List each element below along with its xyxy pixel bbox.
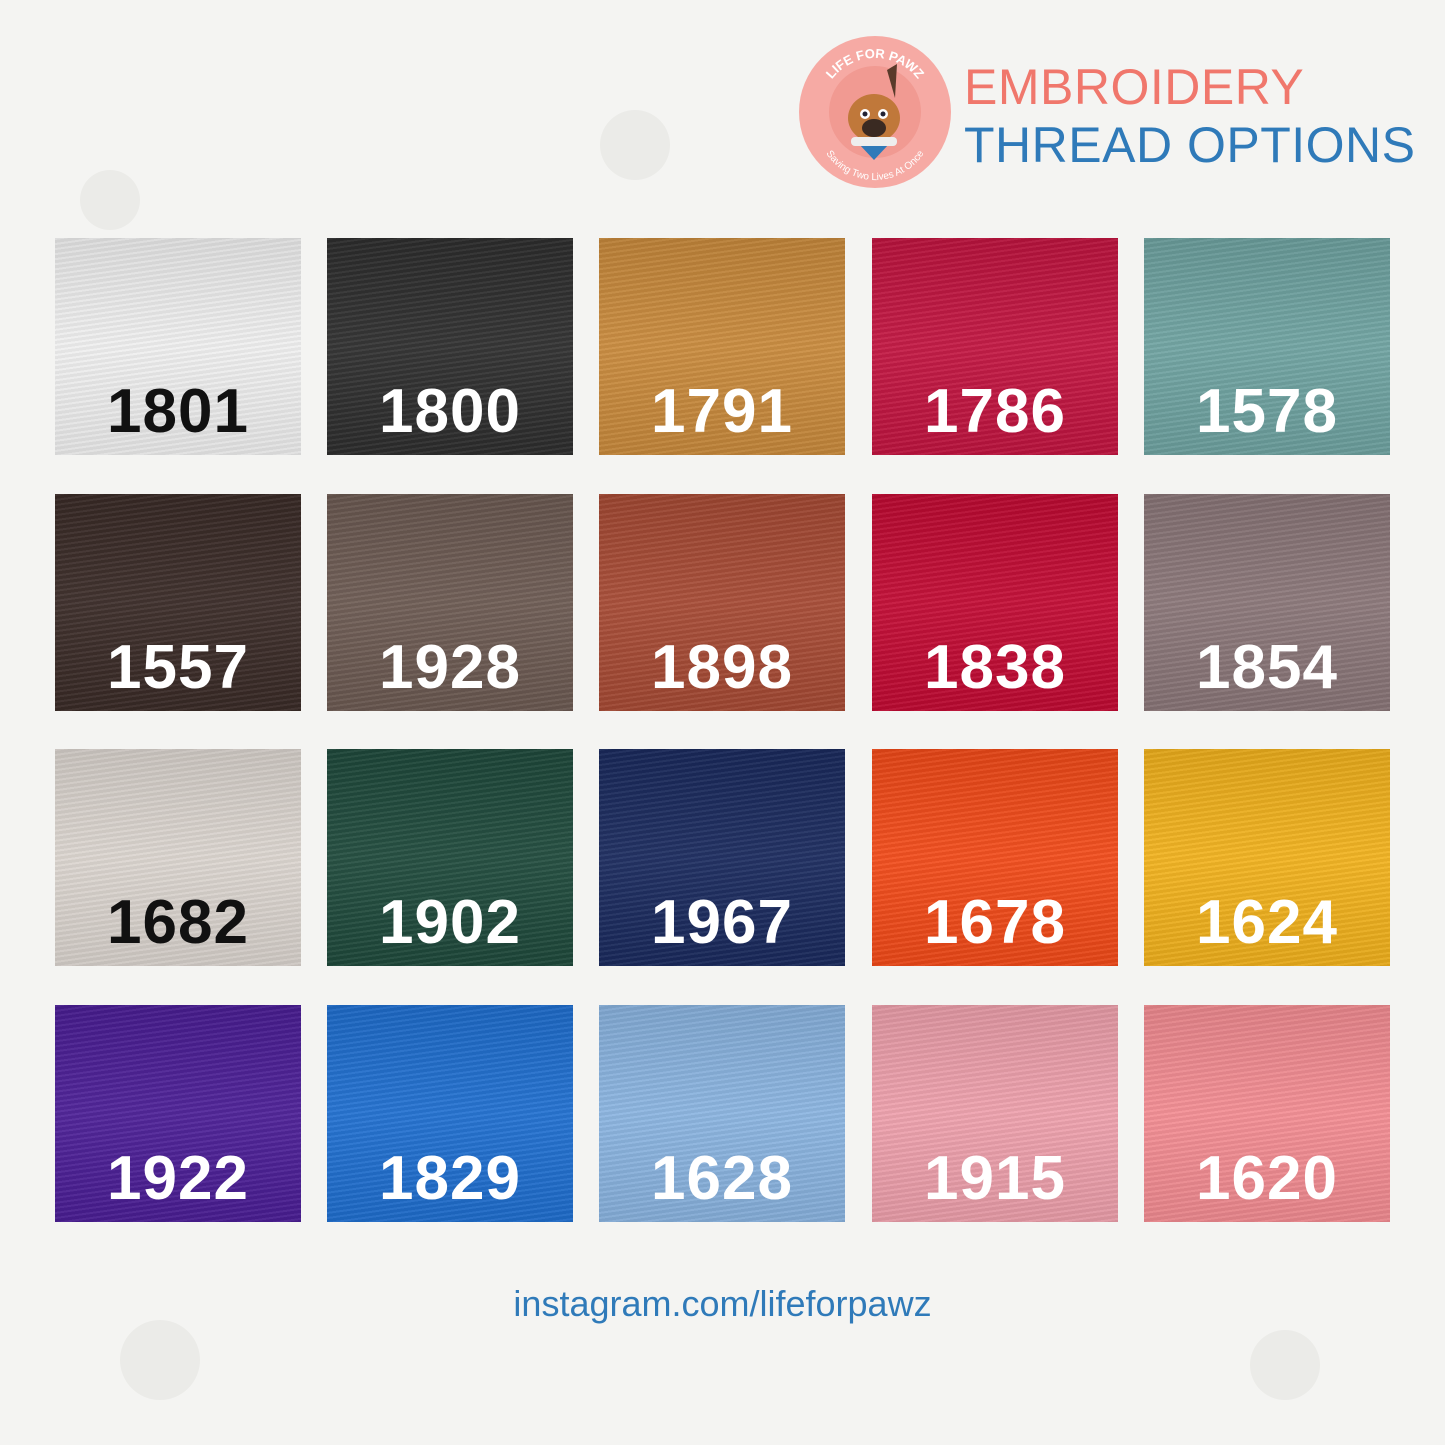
thread-shading <box>327 1005 573 1222</box>
thread-swatch-1838: 1838 <box>872 494 1118 711</box>
thread-code: 1928 <box>379 633 521 702</box>
thread-texture <box>327 494 573 711</box>
thread-swatch-1791: 1791 <box>599 238 845 455</box>
thread-shading <box>55 1005 301 1222</box>
thread-texture <box>1144 749 1390 966</box>
thread-code: 1915 <box>924 1144 1066 1213</box>
thread-shading <box>1144 749 1390 966</box>
thread-swatch-1786: 1786 <box>872 238 1118 455</box>
thread-swatch-1829: 1829 <box>327 1005 573 1222</box>
thread-code: 1800 <box>379 377 521 446</box>
thread-shading <box>872 749 1118 966</box>
thread-swatch-1967: 1967 <box>599 749 845 966</box>
thread-swatch-1624: 1624 <box>1144 749 1390 966</box>
thread-code: 1620 <box>1196 1144 1338 1213</box>
thread-shading <box>327 494 573 711</box>
thread-texture <box>55 238 301 455</box>
thread-shading <box>1144 494 1390 711</box>
thread-swatch-1620: 1620 <box>1144 1005 1390 1222</box>
thread-swatch-1854: 1854 <box>1144 494 1390 711</box>
thread-code: 1902 <box>379 888 521 957</box>
thread-texture <box>872 238 1118 455</box>
thread-swatch-1902: 1902 <box>327 749 573 966</box>
thread-swatch-1801: 1801 <box>55 238 301 455</box>
thread-code: 1838 <box>924 633 1066 702</box>
thread-swatch-1922: 1922 <box>55 1005 301 1222</box>
thread-texture <box>327 238 573 455</box>
thread-shading <box>599 749 845 966</box>
thread-shading <box>1144 1005 1390 1222</box>
thread-shading <box>599 238 845 455</box>
thread-shading <box>599 1005 845 1222</box>
thread-code: 1967 <box>651 888 793 957</box>
thread-shading <box>327 749 573 966</box>
thread-code: 1624 <box>1196 888 1338 957</box>
thread-code: 1801 <box>107 377 249 446</box>
thread-swatch-1800: 1800 <box>327 238 573 455</box>
thread-texture <box>1144 494 1390 711</box>
thread-texture <box>599 1005 845 1222</box>
thread-code: 1854 <box>1196 633 1338 702</box>
thread-swatch-1557: 1557 <box>55 494 301 711</box>
thread-shading <box>327 238 573 455</box>
thread-shading <box>872 238 1118 455</box>
title-line-1: EMBROIDERY <box>964 59 1305 115</box>
thread-swatch-1578: 1578 <box>1144 238 1390 455</box>
paw-print-decoration <box>80 170 140 230</box>
thread-texture <box>55 494 301 711</box>
thread-shading <box>55 749 301 966</box>
life-for-pawz-logo: LIFE FOR PAWZ Saving Two Lives At Once <box>799 36 951 188</box>
thread-texture <box>327 749 573 966</box>
thread-shading <box>55 238 301 455</box>
instagram-link[interactable]: instagram.com/lifeforpawz <box>513 1283 932 1324</box>
paw-print-decoration <box>1250 1330 1320 1400</box>
thread-code: 1829 <box>379 1144 521 1213</box>
thread-texture <box>872 494 1118 711</box>
thread-swatch-1928: 1928 <box>327 494 573 711</box>
thread-code: 1922 <box>107 1144 249 1213</box>
thread-shading <box>872 1005 1118 1222</box>
paw-print-decoration <box>120 1320 200 1400</box>
thread-texture <box>599 494 845 711</box>
thread-texture <box>599 749 845 966</box>
thread-code: 1786 <box>924 377 1066 446</box>
thread-swatch-1628: 1628 <box>599 1005 845 1222</box>
thread-swatch-1678: 1678 <box>872 749 1118 966</box>
thread-shading <box>872 494 1118 711</box>
svg-text:LIFE FOR PAWZ: LIFE FOR PAWZ <box>823 46 927 82</box>
thread-swatch-1898: 1898 <box>599 494 845 711</box>
thread-shading <box>1144 238 1390 455</box>
thread-code: 1557 <box>107 633 249 702</box>
thread-code: 1628 <box>651 1144 793 1213</box>
paw-print-decoration <box>600 110 670 180</box>
thread-texture <box>55 1005 301 1222</box>
thread-texture <box>1144 238 1390 455</box>
thread-swatch-1682: 1682 <box>55 749 301 966</box>
thread-texture <box>872 749 1118 966</box>
thread-texture <box>599 238 845 455</box>
thread-code: 1791 <box>651 377 793 446</box>
thread-code: 1678 <box>924 888 1066 957</box>
thread-texture <box>327 1005 573 1222</box>
thread-code: 1578 <box>1196 377 1338 446</box>
thread-code: 1898 <box>651 633 793 702</box>
thread-shading <box>599 494 845 711</box>
thread-shading <box>55 494 301 711</box>
thread-code: 1682 <box>107 888 249 957</box>
title-line-2: THREAD OPTIONS <box>964 117 1416 173</box>
thread-texture <box>55 749 301 966</box>
thread-swatch-1915: 1915 <box>872 1005 1118 1222</box>
thread-texture <box>1144 1005 1390 1222</box>
thread-texture <box>872 1005 1118 1222</box>
